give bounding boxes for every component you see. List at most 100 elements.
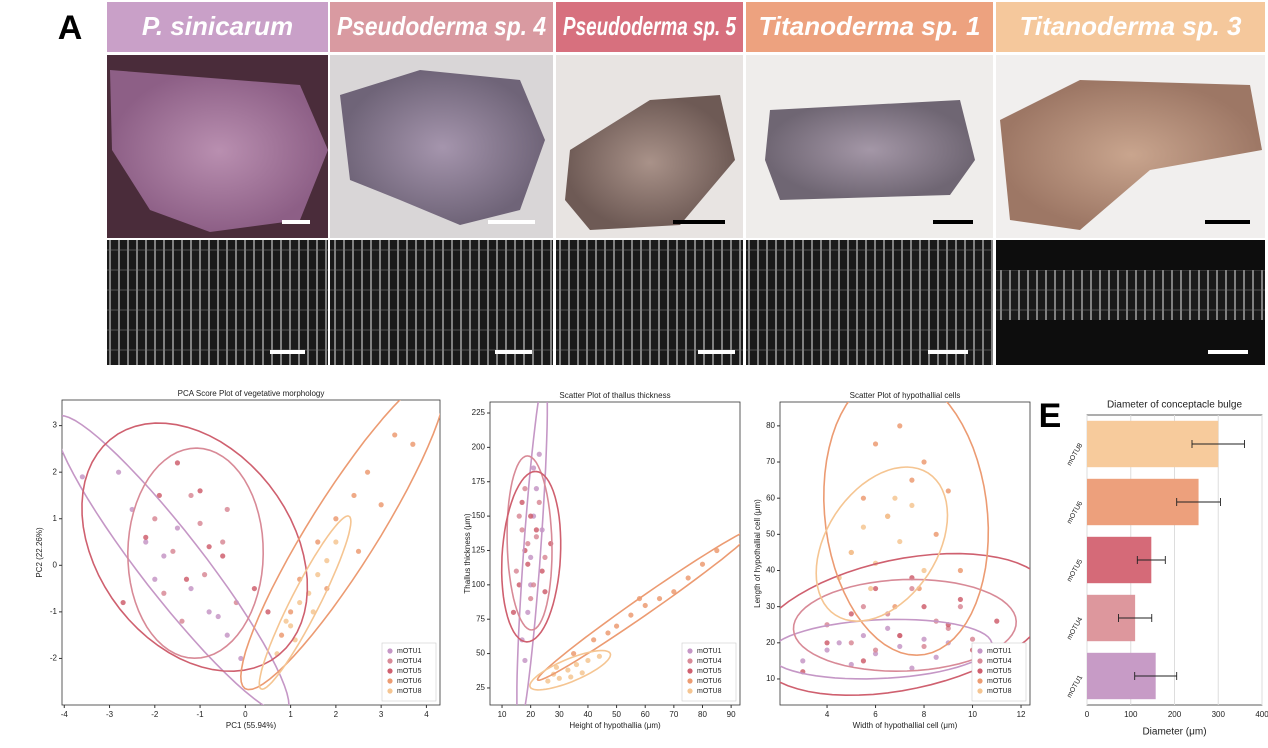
confidence-ellipse	[258, 515, 352, 691]
confidence-ellipse	[506, 455, 553, 631]
point	[297, 599, 303, 606]
point	[143, 539, 149, 545]
point	[79, 474, 85, 480]
panel-label: E	[1039, 397, 1062, 435]
confidence-ellipse	[780, 618, 993, 680]
confidence-ellipse	[822, 402, 990, 656]
x-tick-label: 4	[424, 710, 429, 719]
point	[197, 488, 203, 494]
point	[945, 625, 951, 631]
point	[120, 599, 126, 606]
y-tick-label: 20	[766, 638, 775, 647]
point	[921, 636, 927, 642]
point	[201, 572, 208, 578]
legend-label: mOTU6	[697, 678, 722, 685]
plot-content	[62, 400, 440, 705]
point	[265, 609, 271, 615]
point	[872, 585, 879, 592]
y-tick-label: mOTU8	[1066, 442, 1084, 467]
point	[909, 585, 915, 592]
legend-swatch	[387, 648, 393, 654]
x-tick-label: 80	[698, 710, 707, 719]
x-tick-label: -1	[197, 710, 205, 719]
y-tick-label: 50	[766, 529, 775, 538]
point	[957, 604, 964, 610]
point	[220, 553, 226, 559]
x-tick-label: 4	[825, 710, 830, 719]
point	[533, 534, 539, 540]
point	[519, 499, 525, 505]
species-name: P. sinicarum	[142, 11, 293, 41]
legend-label: mOTU4	[397, 658, 422, 665]
x-tick-label: 2	[334, 710, 339, 719]
legend-label: mOTU8	[697, 688, 722, 695]
plot-area	[61, 399, 441, 706]
y-tick-label: mOTU1	[1066, 674, 1084, 699]
point	[174, 525, 181, 531]
point	[994, 618, 1000, 624]
specimen	[1000, 80, 1262, 230]
point	[556, 675, 562, 681]
point	[224, 632, 230, 638]
legend-label: mOTU5	[397, 668, 422, 675]
point	[519, 527, 525, 533]
x-tick-label: 12	[1017, 710, 1026, 719]
point	[283, 618, 289, 624]
x-tick-label: 50	[612, 710, 621, 719]
header-cell	[746, 2, 993, 52]
legend-swatch	[977, 678, 983, 684]
point	[324, 558, 330, 564]
x-tick-label: 0	[1085, 710, 1090, 719]
point	[921, 643, 927, 650]
sem-image	[556, 240, 743, 365]
point	[333, 539, 339, 545]
point	[315, 539, 321, 545]
point	[188, 585, 194, 592]
point	[605, 630, 611, 636]
point	[848, 640, 854, 646]
point	[848, 611, 854, 617]
point	[528, 554, 534, 560]
x-tick-label: 1	[288, 710, 293, 719]
x-tick-label: 6	[873, 710, 878, 719]
point	[565, 667, 571, 673]
point	[969, 636, 976, 642]
point	[591, 637, 597, 643]
x-tick-label: 20	[526, 710, 535, 719]
species-name: Titanoderma sp. 3	[1019, 11, 1242, 41]
y-tick-label: 150	[472, 511, 486, 520]
point	[174, 460, 181, 466]
legend-label: mOTU8	[397, 688, 422, 695]
y-tick-label: mOTU4	[1066, 616, 1084, 641]
point	[206, 609, 212, 615]
point	[860, 632, 867, 639]
y-tick-label: -1	[50, 607, 58, 616]
y-tick-label: 125	[472, 546, 486, 555]
x-tick-label: 40	[583, 710, 592, 719]
y-tick-label: mOTU6	[1066, 500, 1084, 525]
x-tick-label: 300	[1212, 710, 1226, 719]
point	[170, 548, 176, 554]
point	[671, 589, 677, 595]
sem-image	[330, 240, 553, 365]
point	[525, 561, 531, 567]
point	[872, 441, 879, 447]
point	[848, 661, 854, 668]
confidence-ellipse	[529, 649, 612, 691]
point	[957, 596, 964, 603]
point	[909, 665, 915, 671]
point	[152, 576, 158, 582]
point	[545, 678, 551, 684]
legend-swatch	[687, 668, 693, 674]
y-tick-label: 25	[476, 683, 485, 692]
confidence-ellipse	[792, 578, 1018, 673]
point	[872, 647, 879, 653]
point	[568, 674, 574, 680]
point	[115, 469, 122, 475]
confidence-ellipse	[500, 470, 562, 643]
y-tick-label: 200	[472, 442, 486, 451]
point	[860, 524, 867, 530]
point	[885, 625, 891, 631]
y-tick-label: 175	[472, 477, 486, 486]
